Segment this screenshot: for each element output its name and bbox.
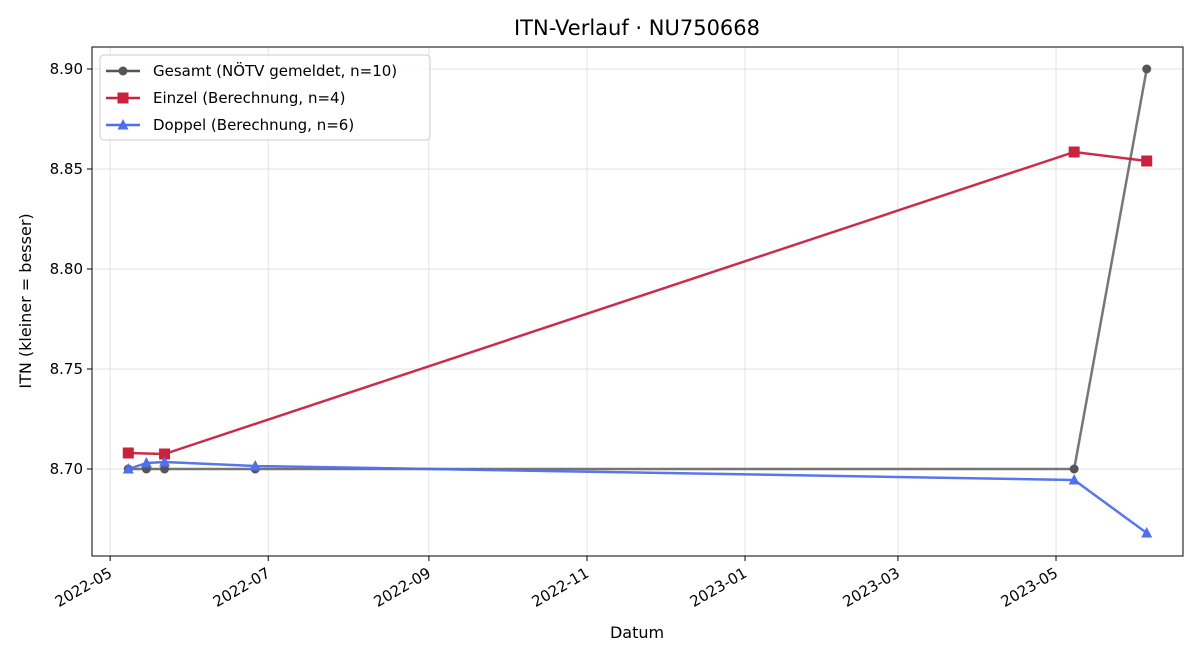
- x-axis-label: Datum: [610, 623, 664, 642]
- plot-area-frame: [91, 46, 1184, 557]
- legend-label: Einzel (Berechnung, n=4): [153, 89, 345, 107]
- legend-box: [99, 54, 431, 141]
- x-tick-label: 2023-01: [687, 564, 750, 611]
- y-tick-label: 8.85: [50, 160, 83, 178]
- data-point: [122, 447, 134, 459]
- data-point: [1141, 155, 1153, 167]
- x-tick-label: 2022-09: [371, 564, 434, 611]
- data-point: [159, 448, 171, 460]
- chart-title: ITN-Verlauf · NU750668: [514, 16, 760, 40]
- y-tick-label: 8.75: [50, 360, 83, 378]
- x-tick-label: 2023-03: [840, 564, 903, 611]
- data-point: [140, 457, 152, 468]
- data-point: [160, 464, 170, 474]
- data-point: [1069, 464, 1079, 474]
- data-point: [159, 456, 171, 467]
- y-axis-label: ITN (kleiner = besser): [16, 213, 35, 388]
- x-tick-label: 2022-07: [210, 564, 273, 611]
- x-tick-label: 2023-05: [998, 564, 1061, 611]
- x-tick-label: 2022-05: [52, 564, 115, 611]
- data-point: [1141, 527, 1153, 538]
- data-point: [249, 460, 261, 471]
- series-line: [128, 150, 1147, 456]
- series-triangle: [122, 456, 1153, 538]
- x-axis: 2022-05 2022-07 2022-09 2022-11 2023-01 2023-…: [52, 556, 1061, 611]
- data-point: [122, 463, 134, 474]
- y-axis: 8.70 8.75 8.80 8.85 8.90: [50, 60, 92, 478]
- y-tick-label: 8.70: [50, 460, 83, 478]
- legend-marker: [117, 119, 129, 130]
- legend-label: Gesamt (NÖTV gemeldet, n=10): [153, 61, 397, 80]
- data-point: [1068, 146, 1080, 158]
- legend-marker: [118, 66, 128, 76]
- legend-marker: [117, 92, 129, 104]
- legend-label: Doppel (Berechnung, n=6): [153, 116, 354, 134]
- series-line: [127, 460, 1148, 535]
- series-layer: [122, 64, 1153, 538]
- series-square: [122, 146, 1153, 460]
- x-tick-label: 2022-11: [529, 564, 592, 611]
- data-point: [1142, 64, 1152, 74]
- y-tick-label: 8.80: [50, 260, 83, 278]
- legend: Gesamt (NÖTV gemeldet, n=10) Einzel (Bere…: [99, 54, 431, 141]
- y-tick-label: 8.90: [50, 60, 83, 78]
- data-point: [1068, 474, 1080, 485]
